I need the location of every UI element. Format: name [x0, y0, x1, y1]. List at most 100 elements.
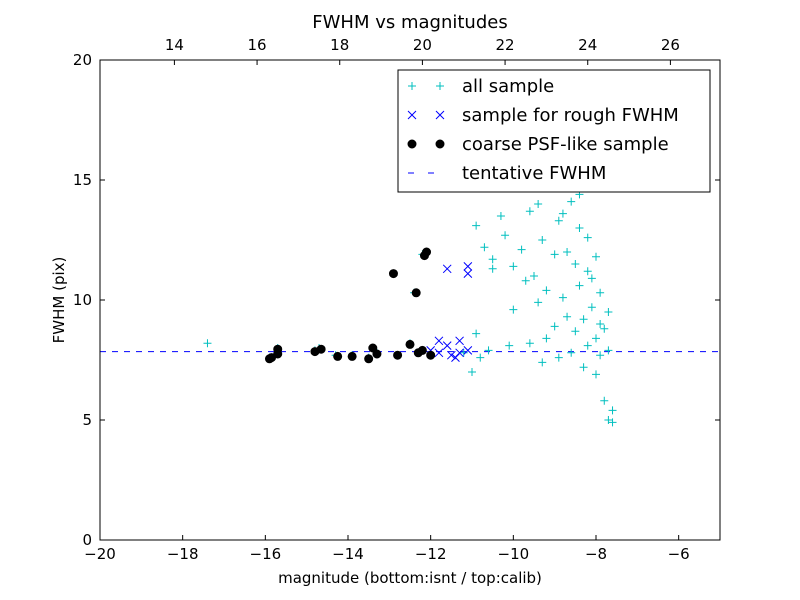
- all-sample-point: [571, 260, 580, 268]
- all-sample-point: [530, 272, 538, 280]
- x-tick-label: −12: [415, 545, 447, 563]
- all-sample-point: [583, 267, 592, 276]
- x-tick-label: −18: [167, 545, 199, 563]
- all-sample-point: [567, 197, 576, 206]
- all-sample-point: [501, 231, 510, 240]
- top-tick-label: 18: [330, 36, 349, 54]
- all-sample-point: [583, 341, 592, 350]
- psf-like-point: [393, 350, 403, 360]
- all-sample-point: [563, 248, 572, 256]
- psf-like-point: [364, 354, 374, 364]
- all-sample-point: [563, 312, 572, 321]
- all-sample-point: [558, 209, 567, 218]
- all-sample-point: [505, 341, 514, 350]
- top-axis-ticks: 14 16 18 20 22 24 26: [165, 36, 680, 65]
- all-sample-point: [596, 288, 605, 297]
- psf-like-point: [273, 344, 283, 354]
- legend-marker-x: [435, 110, 445, 120]
- top-tick-label: 14: [165, 36, 184, 54]
- rough-fwhm-point: [446, 350, 456, 360]
- legend-box: [397, 69, 711, 193]
- rough-fwhm-point: [463, 269, 473, 278]
- chart-title: FWHM vs magnitudes: [312, 12, 507, 33]
- legend-label: sample for rough FWHM: [462, 105, 679, 126]
- all-sample-point: [604, 416, 613, 424]
- rough-fwhm-point: [434, 336, 444, 346]
- all-sample-point: [567, 348, 576, 357]
- x-tick-label: −16: [250, 545, 282, 563]
- all-sample-point: [571, 327, 580, 336]
- y-tick-label: 0: [82, 531, 92, 549]
- all-sample-point: [554, 216, 563, 225]
- top-tick-label: 26: [661, 36, 680, 54]
- all-sample-point: [558, 293, 567, 302]
- all-sample-point: [472, 329, 481, 338]
- plot-frame: [99, 59, 721, 541]
- all-sample-point: [525, 207, 534, 216]
- all-sample-point: [509, 262, 518, 271]
- all-sample-point: [542, 286, 551, 295]
- all-sample-point: [496, 212, 505, 220]
- all-sample-point: [604, 308, 613, 316]
- all-sample-point: [488, 255, 497, 264]
- x-tick-label: −8: [585, 545, 607, 563]
- all-sample-point: [480, 243, 489, 252]
- all-sample-point: [600, 324, 609, 333]
- all-sample-point: [592, 334, 600, 343]
- psf-like-point: [388, 269, 398, 279]
- rough-fwhm-point: [455, 336, 464, 346]
- all-sample-point: [484, 346, 493, 355]
- all-sample-point: [203, 339, 212, 348]
- top-tick-label: 20: [413, 36, 432, 54]
- psf-like-point: [417, 345, 427, 355]
- all-sample-point: [608, 406, 617, 415]
- all-sample-point: [525, 339, 534, 348]
- top-tick-label: 22: [496, 36, 515, 54]
- psf-like-point: [426, 350, 436, 360]
- rough-fwhm-point: [455, 348, 464, 358]
- all-sample-point: [596, 320, 605, 328]
- all-sample-point: [579, 363, 588, 372]
- all-sample-point: [521, 276, 530, 285]
- x-tick-label: −14: [332, 545, 364, 563]
- all-sample-point: [575, 281, 584, 290]
- legend-marker-circle: [407, 139, 417, 149]
- y-tick-label: 20: [73, 51, 92, 69]
- legend-label: coarse PSF-like sample: [462, 134, 669, 155]
- psf-like-point: [316, 344, 326, 354]
- legend-marker-circle: [435, 139, 445, 149]
- psf-like-point: [372, 349, 382, 359]
- legend-marker-x: [407, 110, 417, 120]
- all-sample-point: [550, 322, 559, 331]
- all-sample-point: [534, 200, 543, 208]
- x-tick-label: −10: [498, 545, 530, 563]
- rough-fwhm-point: [442, 264, 452, 274]
- rough-fwhm-point: [463, 346, 473, 355]
- all-sample-point: [509, 305, 518, 314]
- all-sample-point: [583, 233, 592, 242]
- all-sample-point: [476, 353, 485, 362]
- all-sample-point: [538, 236, 547, 244]
- all-sample-point: [459, 348, 468, 357]
- psf-like-point: [333, 351, 343, 361]
- psf-like-point: [411, 288, 421, 298]
- all-sample-point: [600, 396, 609, 405]
- all-sample-point: [488, 264, 497, 273]
- all-sample-point: [587, 274, 596, 283]
- psf-like-point: [347, 351, 357, 361]
- all-sample-point: [604, 346, 613, 355]
- legend-label: all sample: [462, 76, 554, 97]
- rough-fwhm-point: [434, 348, 444, 358]
- x-axis-label: magnitude (bottom:isnt / top:calib): [278, 569, 542, 587]
- legend-label: tentative FWHM: [462, 163, 606, 184]
- legend: all sample sample for rough FWHM coarse PS…: [397, 69, 711, 193]
- all-sample-point: [534, 298, 543, 307]
- psf-like-point: [405, 339, 415, 349]
- top-tick-label: 16: [248, 36, 267, 54]
- x-tick-label: −20: [84, 545, 116, 563]
- all-sample-point: [550, 250, 559, 259]
- all-sample-point: [596, 351, 605, 360]
- y-tick-label: 10: [73, 291, 92, 309]
- all-sample-point: [608, 418, 617, 427]
